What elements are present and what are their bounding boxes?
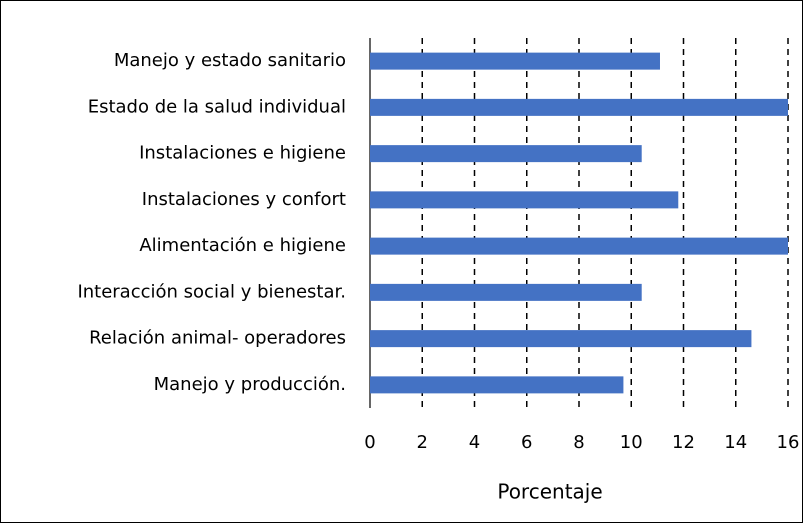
bar [370,330,752,348]
y-tick-label: Relación animal- operadores [89,328,346,349]
x-tick-label: 0 [364,432,375,453]
x-tick-label: 4 [469,432,480,453]
y-tick-label: Instalaciones e higiene [139,143,346,164]
bar [370,237,788,255]
bar [370,52,660,70]
bar [370,191,679,209]
x-tick-label: 12 [672,432,695,453]
y-tick-label: Interacción social y bienestar. [77,281,346,302]
y-tick-label: Estado de la salud individual [88,96,346,117]
x-tick-label: 8 [573,432,584,453]
bar [370,283,642,301]
x-tick-label: 6 [521,432,532,453]
bar [370,98,788,116]
bar [370,145,642,163]
x-tick-label: 10 [620,432,643,453]
y-tick-label: Instalaciones y confort [142,189,346,210]
y-tick-label: Manejo y estado sanitario [114,50,346,71]
y-tick-label: Alimentación e higiene [139,235,346,256]
x-tick-label: 14 [724,432,747,453]
x-tick-label: 2 [417,432,428,453]
x-axis-title: Porcentaje [497,480,602,504]
x-tick-label: 16 [777,432,800,453]
bar [370,376,624,394]
y-tick-label: Manejo y producción. [154,374,346,395]
